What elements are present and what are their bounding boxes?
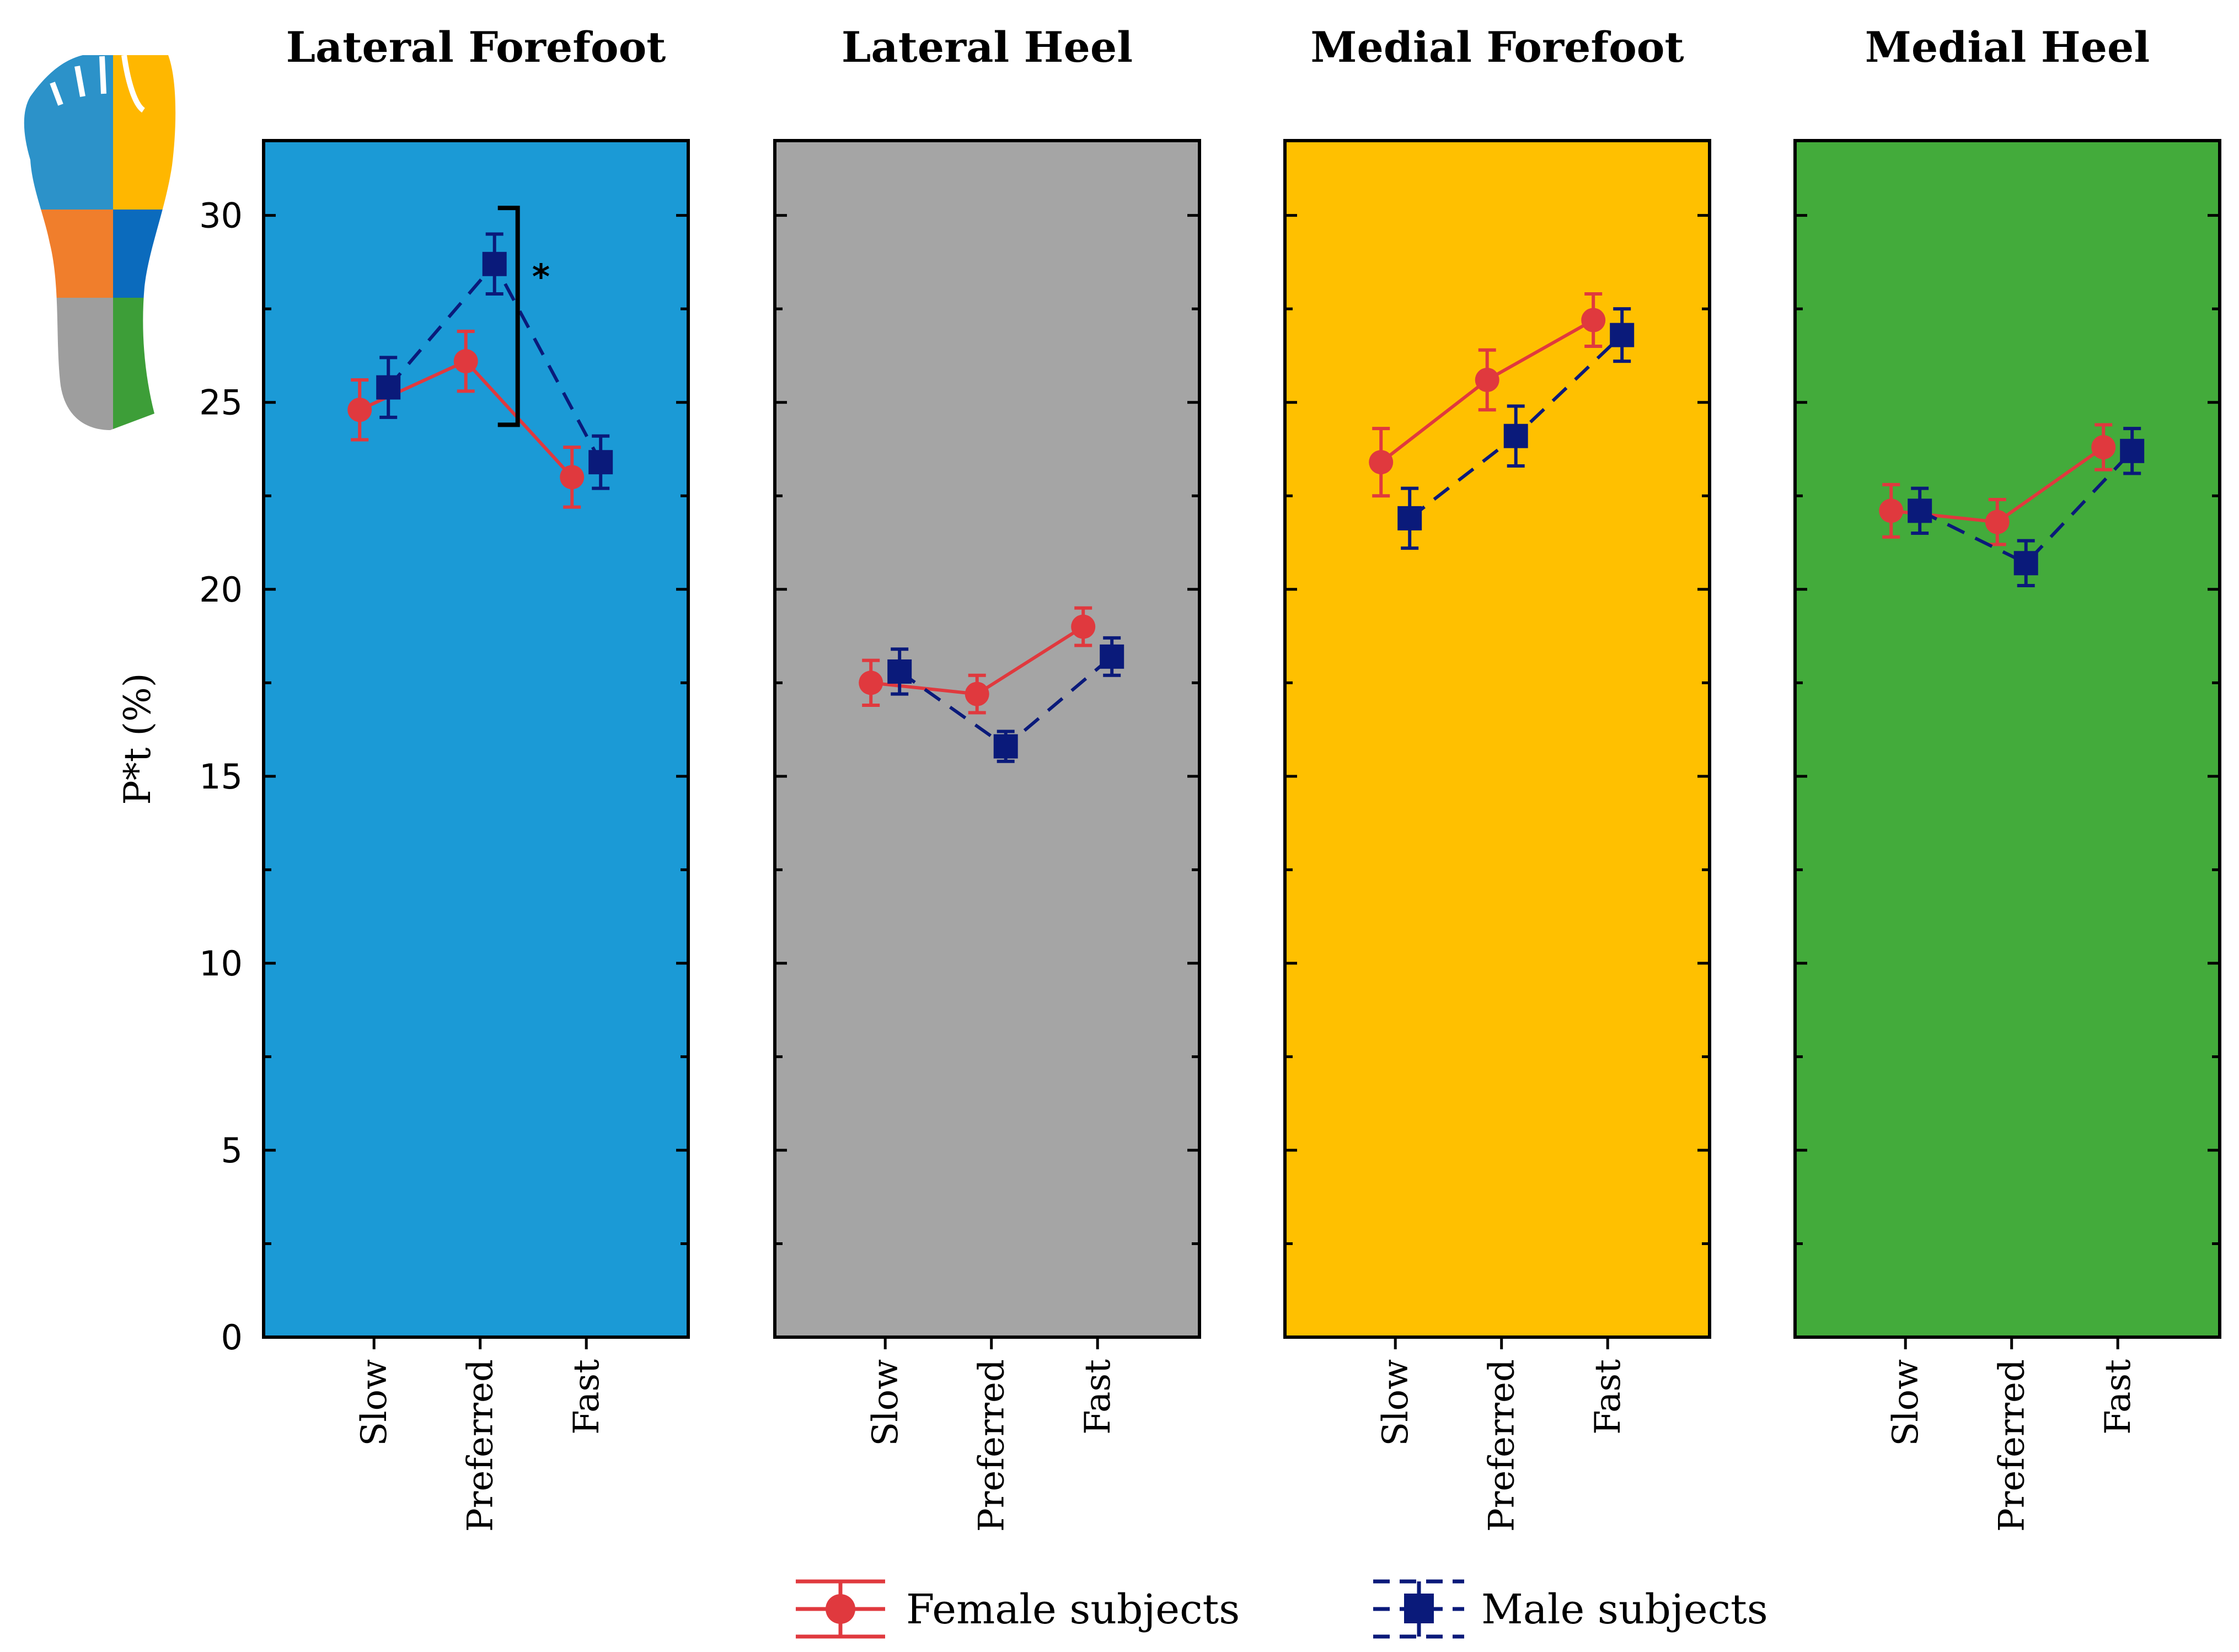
- legend: Female subjects Male subjects: [796, 1579, 1768, 1639]
- data-point-female: [859, 671, 883, 695]
- data-point-male: [2013, 551, 2038, 576]
- foot-lateral-heel: [24, 298, 113, 430]
- significance-bracket: [497, 206, 520, 427]
- x-tick-label: Preferred: [460, 1359, 501, 1532]
- foot-lateral-midfoot: [24, 210, 113, 298]
- panel-title: Lateral Forefoot: [286, 23, 666, 72]
- series-male-subjects: [376, 232, 613, 490]
- data-point-male: [1908, 498, 1932, 523]
- data-point-male: [588, 450, 613, 475]
- data-point-female: [965, 682, 989, 706]
- y-axis: 0 5 10 15 20 25 30: [199, 196, 243, 1358]
- x-tick-label: Preferred: [1482, 1359, 1523, 1532]
- data-point-male: [1503, 423, 1528, 448]
- series-male-subjects: [887, 636, 1124, 763]
- y-tick-label: 0: [221, 1317, 243, 1358]
- data-point-male: [887, 659, 912, 684]
- y-tick-label: 15: [199, 757, 243, 797]
- data-point-female: [1475, 368, 1499, 392]
- panel-medial-heel: Medial Heel Slow Preferred Fast: [1793, 23, 2221, 1532]
- x-tick-label: Slow: [1886, 1359, 1926, 1446]
- y-tick-label: 30: [199, 196, 243, 236]
- panel-title: Lateral Heel: [842, 23, 1133, 72]
- panel-lateral-heel: Lateral Heel Slow Preferred Fast: [773, 23, 1201, 1532]
- x-tick-label: Fast: [566, 1359, 607, 1435]
- legend-female-marker: [826, 1594, 855, 1624]
- x-tick-label: Fast: [1078, 1359, 1118, 1435]
- series-male-subjects: [1397, 307, 1635, 550]
- series-female-subjects: [1369, 292, 1606, 498]
- panel-background: [262, 139, 690, 1339]
- legend-female: Female subjects: [796, 1579, 1240, 1633]
- y-tick-label: 10: [199, 943, 243, 984]
- y-axis-label: P*t (%): [116, 673, 159, 804]
- data-point-male: [1100, 644, 1124, 669]
- data-point-male: [482, 251, 507, 276]
- x-tick-label: Fast: [2098, 1359, 2139, 1435]
- data-point-female: [1985, 509, 2010, 534]
- data-point-female: [2091, 435, 2116, 460]
- x-tick-label: Slow: [354, 1359, 395, 1446]
- foot-medial-midfoot: [113, 210, 176, 298]
- data-point-male: [1397, 506, 1422, 530]
- data-point-female: [1581, 308, 1606, 332]
- data-point-female: [560, 465, 585, 490]
- data-point-male: [2120, 438, 2145, 463]
- x-tick-label: Slow: [865, 1359, 906, 1446]
- panel-title: Medial Forefoot: [1310, 23, 1684, 72]
- panel-background: [1283, 139, 1711, 1339]
- toe-gaps: [50, 55, 146, 113]
- y-tick-label: 5: [221, 1130, 243, 1171]
- x-tick-label: Slow: [1375, 1359, 1416, 1446]
- y-tick-label: 25: [199, 383, 243, 423]
- panel-lateral-forefoot: Lateral Forefoot Slow Preferred Fast *: [262, 23, 690, 1532]
- data-point-female: [1879, 498, 1904, 523]
- data-point-female: [347, 398, 372, 422]
- data-point-male: [993, 734, 1018, 759]
- panel-background: [773, 139, 1201, 1339]
- foot-medial-heel: [113, 298, 176, 430]
- panel-title: Medial Heel: [1865, 23, 2150, 72]
- y-tick-label: 20: [199, 570, 243, 610]
- series-male-subjects: [1908, 427, 2145, 587]
- panel-medial-forefoot: Medial Forefoot Slow Preferred Fast: [1283, 23, 1711, 1532]
- foot-region-map: [24, 55, 176, 430]
- legend-female-label: Female subjects: [906, 1586, 1240, 1633]
- foot-medial-forefoot: [113, 55, 176, 210]
- data-point-female: [1071, 614, 1096, 639]
- legend-male-label: Male subjects: [1481, 1586, 1768, 1633]
- legend-male: Male subjects: [1481, 1586, 1768, 1633]
- significance-marker: *: [532, 257, 550, 297]
- legend-male-marker: [1404, 1594, 1434, 1623]
- foot-lateral-forefoot: [24, 55, 113, 210]
- data-point-male: [1610, 323, 1635, 347]
- panel-background: [1793, 139, 2221, 1339]
- data-point-female: [1369, 450, 1394, 475]
- x-tick-label: Fast: [1588, 1359, 1629, 1435]
- x-tick-label: Preferred: [1992, 1359, 2033, 1532]
- data-point-male: [376, 375, 401, 400]
- data-point-female: [453, 349, 478, 374]
- series-female-subjects: [859, 606, 1096, 715]
- x-tick-label: Preferred: [972, 1359, 1013, 1532]
- series-line: [1919, 449, 2134, 565]
